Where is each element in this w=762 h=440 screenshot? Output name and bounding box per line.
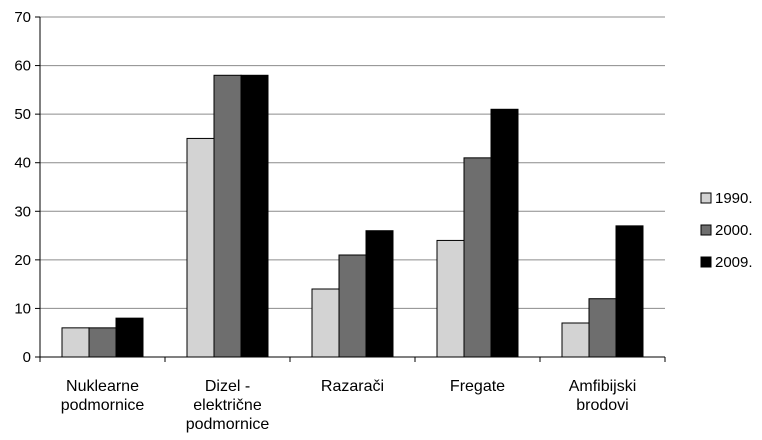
bar-1990-0 bbox=[61, 327, 90, 358]
y-tick-label: 50 bbox=[14, 106, 31, 123]
bar-1990-1 bbox=[186, 137, 215, 358]
bar-2009-1 bbox=[240, 74, 269, 358]
legend-swatch-1990 bbox=[700, 192, 712, 204]
x-tick-label: Amfibijski brodovi bbox=[569, 378, 637, 414]
legend-swatch-2000 bbox=[700, 224, 712, 236]
x-tick-label-line: Fregate bbox=[450, 378, 505, 395]
bar-2009-3 bbox=[490, 108, 519, 358]
legend-label-2009: 2009. bbox=[715, 254, 753, 271]
legend: 1990. 2000. 2009. bbox=[700, 190, 753, 271]
bar-1990-2 bbox=[311, 288, 340, 358]
x-tick-label-line: Dizel - bbox=[205, 378, 250, 395]
bar-1990-4 bbox=[561, 322, 590, 358]
x-tick-label-line: električne bbox=[193, 397, 262, 414]
y-tick-label: 0 bbox=[23, 349, 31, 366]
bar-2000-0 bbox=[88, 327, 117, 358]
y-tick-label: 40 bbox=[14, 155, 31, 172]
x-tick-label: Razarači bbox=[321, 378, 384, 395]
x-tick-label-line: Razarači bbox=[321, 378, 384, 395]
bars bbox=[61, 74, 644, 358]
gridlines bbox=[40, 16, 665, 309]
x-tick-label: Fregate bbox=[450, 378, 505, 395]
y-tick-label: 60 bbox=[14, 58, 31, 75]
x-tick-label-line: Nuklearne bbox=[66, 378, 139, 395]
x-tick-label-line: podmornice bbox=[186, 416, 270, 433]
x-tick-label: Dizel - električne podmornice bbox=[186, 378, 270, 433]
x-tick-labels: Nuklearne podmornice Dizel - električne podm… bbox=[61, 378, 637, 433]
bar-2009-4 bbox=[615, 225, 644, 358]
y-tick-label: 20 bbox=[14, 252, 31, 269]
y-tick-label: 70 bbox=[14, 9, 31, 26]
x-tick-label-line: Amfibijski bbox=[569, 378, 637, 395]
bar-1990-3 bbox=[436, 239, 465, 358]
y-tick-label: 30 bbox=[14, 203, 31, 220]
legend-label-1990: 1990. bbox=[715, 190, 753, 207]
legend-swatch-2009 bbox=[700, 256, 712, 268]
bar-2009-2 bbox=[365, 230, 394, 358]
legend-label-2000: 2000. bbox=[715, 222, 753, 239]
bar-2000-3 bbox=[463, 157, 492, 358]
x-tick-label-line: brodovi bbox=[576, 397, 628, 414]
y-tick-label: 10 bbox=[14, 300, 31, 317]
bar-2000-2 bbox=[338, 254, 367, 358]
y-tick-labels: 0 10 20 30 40 50 60 70 bbox=[14, 9, 31, 366]
bar-2009-0 bbox=[115, 317, 144, 358]
bar-2000-1 bbox=[213, 74, 242, 358]
x-tick-label: Nuklearne podmornice bbox=[61, 378, 145, 414]
bar-2000-4 bbox=[588, 298, 617, 358]
axes bbox=[35, 16, 666, 362]
x-tick-label-line: podmornice bbox=[61, 397, 145, 414]
